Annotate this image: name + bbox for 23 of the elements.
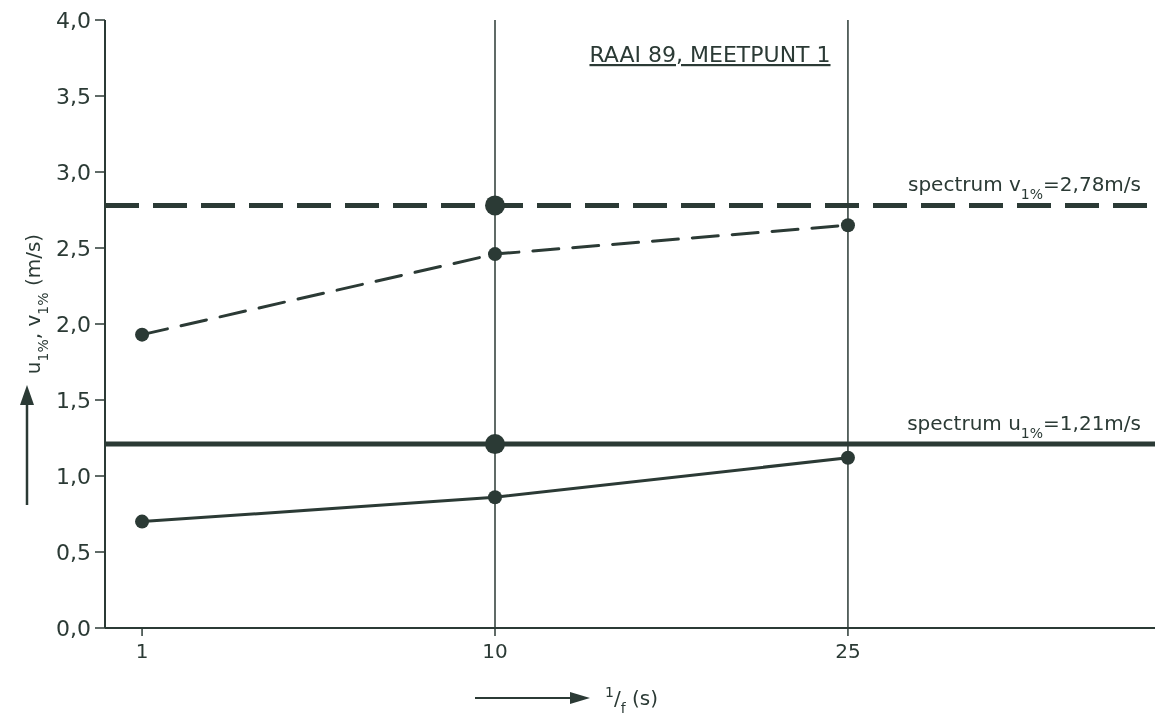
point xyxy=(488,490,502,505)
point xyxy=(840,218,855,233)
y-tick-label: 2,5 xyxy=(56,235,91,261)
ref-line-label: spectrum u$_{1%}$=1,21m/s xyxy=(907,411,1141,442)
x-tick-label: 1 xyxy=(135,639,149,663)
x-tick-label: 25 xyxy=(835,639,861,663)
y-tick-label: 2,0 xyxy=(56,311,91,337)
y-tick-label: 3,0 xyxy=(56,159,91,185)
point xyxy=(485,434,505,455)
y-tick-label: 4,0 xyxy=(56,7,91,33)
y-tick-label: 0,0 xyxy=(56,615,91,641)
y-tick-label: 1,0 xyxy=(56,463,91,489)
point xyxy=(840,450,855,465)
point xyxy=(488,247,502,262)
ref-line-label: spectrum v$_{1%}$=2,78m/s xyxy=(908,172,1141,203)
text: RAAI 89, MEETPUNT 1 xyxy=(589,42,831,67)
x-axis-title: $^{1}$/$_{f}$ (s) xyxy=(605,684,658,716)
y-tick-label: 1,5 xyxy=(56,387,91,413)
y-tick-label: 0,5 xyxy=(56,539,91,565)
y-tick-label: 3,5 xyxy=(56,83,91,109)
point xyxy=(135,514,150,529)
x-tick-label: 10 xyxy=(482,639,508,663)
point xyxy=(135,327,150,342)
